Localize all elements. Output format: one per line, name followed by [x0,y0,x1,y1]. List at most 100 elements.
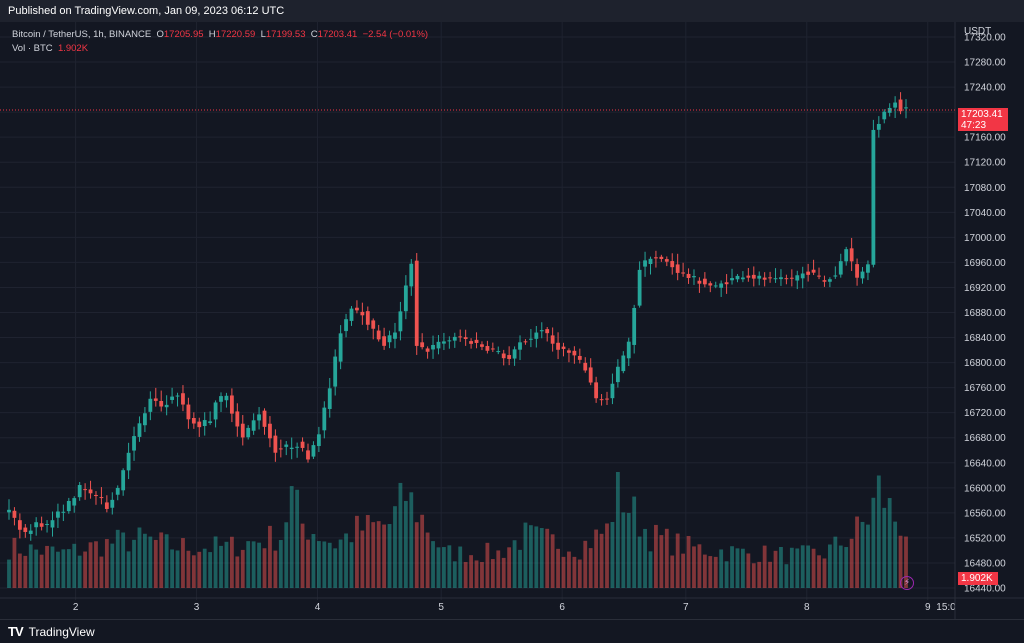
volume-bar [697,544,702,588]
volume-bar [17,553,22,588]
volume-bar [251,541,256,588]
volume-bar [452,561,457,588]
volume-bar [382,524,387,588]
volume-bar [523,522,528,588]
candle-body [387,335,392,343]
time-tick-label: 6 [559,602,565,613]
candle-body [175,395,180,397]
candle-body [246,427,251,438]
candle-body [539,330,544,332]
time-tick-label: 3 [194,602,200,613]
candle-body [104,502,109,509]
candle-body [126,452,131,471]
currency-label[interactable]: USDT [964,26,992,37]
candle-body [284,444,289,447]
candle-body [181,393,185,405]
volume-bar [436,547,441,588]
candle-body [409,263,414,287]
candle-body [583,362,588,371]
candle-body [338,333,343,362]
candle-body [490,348,495,350]
volume-label[interactable]: Vol · BTC [12,43,53,54]
candle-body [121,470,126,491]
candle-body [278,448,283,450]
volume-bar [577,559,582,588]
volume-bar [88,542,93,588]
time-tick-label: 9 [925,602,931,613]
volume-bar [246,541,251,588]
candle-body [784,278,789,280]
volume-bar [278,540,283,588]
candle-body [447,340,452,342]
candle-body [28,530,33,534]
volume-bar [681,553,686,588]
volume-bar [556,548,560,588]
volume-bar [637,536,642,588]
candle-body [768,277,772,279]
volume-bar [153,539,158,588]
time-tick-label: 2 [73,602,79,613]
candle-body [273,435,278,453]
candle-body [626,341,631,359]
candle-body [833,275,838,277]
symbol-name[interactable]: Bitcoin / TetherUS, 1h, BINANCE [12,29,152,40]
candle-body [789,277,794,279]
candle-body [528,338,533,340]
volume-bar [844,547,849,588]
volume-bar [387,524,392,588]
candle-body [132,436,136,451]
candle-body [219,396,223,402]
volume-bar [518,549,522,588]
volume-bar [654,524,658,588]
volume-bar [485,542,490,588]
candle-body [295,446,300,448]
candle-body [577,355,582,360]
volume-bar [795,548,800,588]
candle-body [431,344,435,350]
candle-body [143,413,147,426]
candle-body [670,261,675,268]
volume-bar [659,535,664,588]
volume-bar [349,542,354,588]
candle-body [268,423,272,439]
candle-body [213,402,218,420]
candle-body [572,350,577,356]
volume-tag: 1.902K [958,572,998,585]
volume-bar [159,532,164,588]
lightning-icon[interactable]: ⚡ [900,576,914,590]
candle-body [762,277,767,280]
volume-bar [632,496,637,588]
price-tick-label: 17280.00 [964,58,1006,69]
candle-body [654,257,658,259]
volume-bar [311,534,316,588]
volume-bar [773,550,778,588]
volume-bar [229,536,234,588]
candlestick-chart[interactable]: 17320.0017280.0017240.0017200.0017160.00… [0,22,1024,619]
candle-body [61,511,66,513]
published-header: Published on TradingView.com, Jan 09, 20… [0,0,1024,22]
candle-body [621,355,626,372]
price-tick-label: 17080.00 [964,183,1006,194]
candle-body [605,398,609,400]
volume-bar [224,541,229,588]
candle-body [496,351,501,353]
volume-bar [414,522,419,588]
candle-body [436,341,441,349]
price-tick-label: 16800.00 [964,358,1006,369]
time-tick-label: 4 [315,602,321,613]
chart-area[interactable]: 17320.0017280.0017240.0017200.0017160.00… [0,22,1024,619]
candle-body [376,330,381,340]
candle-body [567,350,571,353]
volume-bar [191,555,196,588]
candle-body [860,271,865,279]
volume-bar [431,541,435,588]
volume-bar [648,551,653,588]
volume-bar [262,548,267,588]
volume-bar [827,544,832,588]
volume-bar [893,521,898,588]
volume-bar [12,537,17,588]
volume-bar [338,539,343,588]
volume-bar [137,527,142,588]
candle-body [349,308,354,321]
volume-bar [398,482,403,588]
